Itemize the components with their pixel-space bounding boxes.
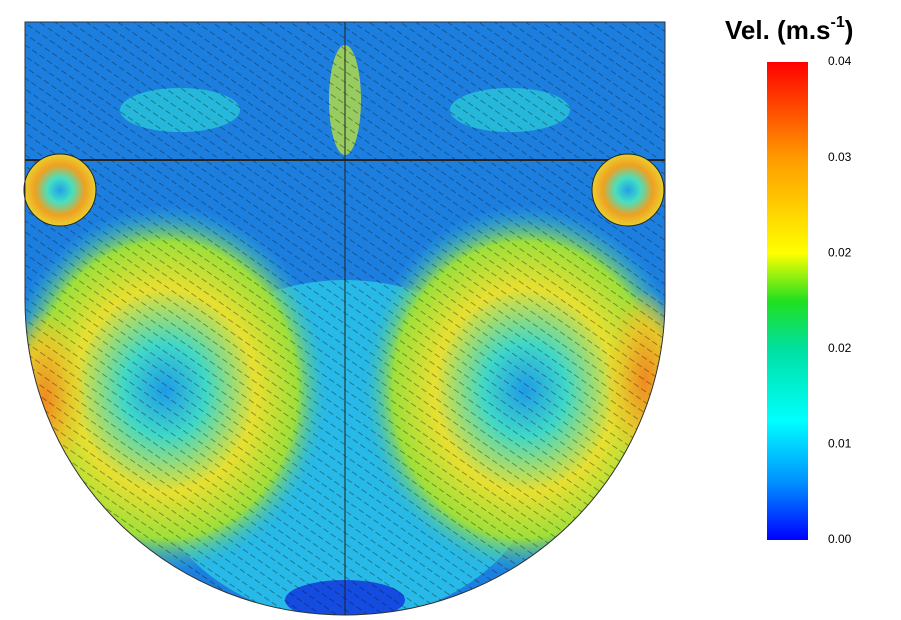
colorbar-tick-label: 0.00 [828,532,852,546]
legend-title-end: ) [845,15,854,45]
colorbar-tick-label: 0.02 [828,341,852,355]
colorbar-tick-label: 0.02 [828,245,852,259]
legend-title-sup: -1 [831,14,845,31]
inlet-vortex [24,154,96,226]
legend-title-main: Vel. (m.s [725,15,831,45]
colorbar-tick-label: 0.01 [828,437,852,451]
inlet-vortex [592,154,664,226]
colorbar-tick-label: 0.03 [828,150,852,164]
figure: Vel. (m.s-1) 0.04 0.03 0.02 0.02 0.01 0.00 [0,0,901,620]
colorbar [767,62,808,540]
colorbar-tick-label: 0.04 [828,54,852,68]
velocity-field [0,22,690,620]
colorbar-ticks: 0.04 0.03 0.02 0.02 0.01 0.00 [828,54,852,546]
legend-title: Vel. (m.s-1) [725,14,853,45]
